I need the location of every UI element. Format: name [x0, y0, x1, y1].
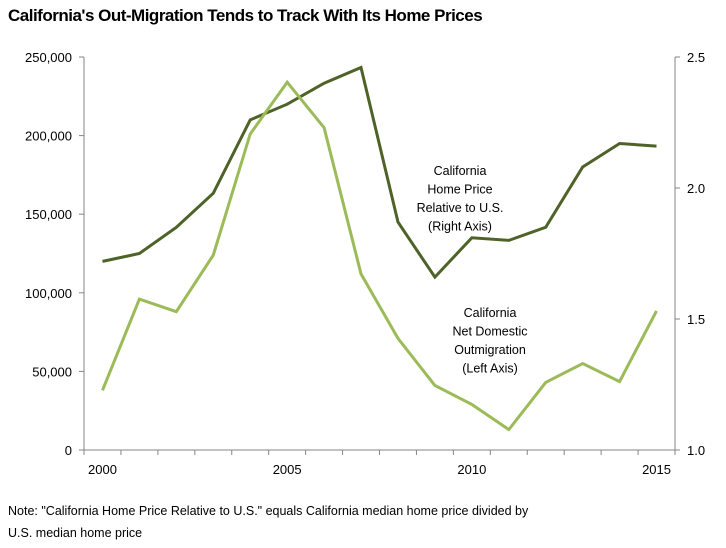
left-axis-tick-label: 250,000	[25, 50, 72, 65]
series-line-net-outmigration	[103, 82, 657, 429]
dual-axis-line-chart: 0 50,000 100,000 150,000 200,000 250,000 1.0 1.…	[0, 0, 726, 490]
x-axis-tick-label: 2015	[642, 462, 671, 477]
series-annotation-line: (Right Axis)	[428, 220, 492, 234]
series-annotation-line: Relative to U.S.	[417, 201, 504, 215]
right-axis-tick-label: 2.0	[687, 181, 705, 196]
left-axis-tick-label: 200,000	[25, 129, 72, 144]
series-annotation-line: Home Price	[427, 183, 492, 197]
series-lines	[103, 68, 657, 430]
series-annotation-line: (Left Axis)	[462, 362, 518, 376]
x-axis-tick-label: 2000	[88, 462, 117, 477]
footnote: Note: "California Home Price Relative to…	[8, 500, 628, 544]
series-annotation-line: California	[464, 306, 517, 320]
x-axis-tick-label: 2005	[273, 462, 302, 477]
series-annotation-line: Net Domestic	[452, 325, 527, 339]
axes: 0 50,000 100,000 150,000 200,000 250,000 1.0 1.…	[25, 50, 705, 477]
series-annotation-line: Outmigration	[454, 343, 526, 357]
series-annotation-line: California	[434, 164, 487, 178]
footnote-line-1: Note: "California Home Price Relative to…	[8, 500, 628, 522]
footnote-line-2: U.S. median home price	[8, 522, 628, 544]
right-axis-tick-label: 2.5	[687, 50, 705, 65]
left-axis-tick-label: 50,000	[32, 364, 72, 379]
x-axis-tick-label: 2010	[457, 462, 486, 477]
left-axis-tick-label: 150,000	[25, 207, 72, 222]
annotations: California Home Price Relative to U.S. (Rig…	[417, 164, 528, 376]
right-axis-tick-label: 1.5	[687, 312, 705, 327]
series-line-home-price-ratio	[103, 68, 657, 278]
left-axis-tick-label: 0	[65, 443, 72, 458]
right-axis-tick-label: 1.0	[687, 443, 705, 458]
left-axis-tick-label: 100,000	[25, 286, 72, 301]
